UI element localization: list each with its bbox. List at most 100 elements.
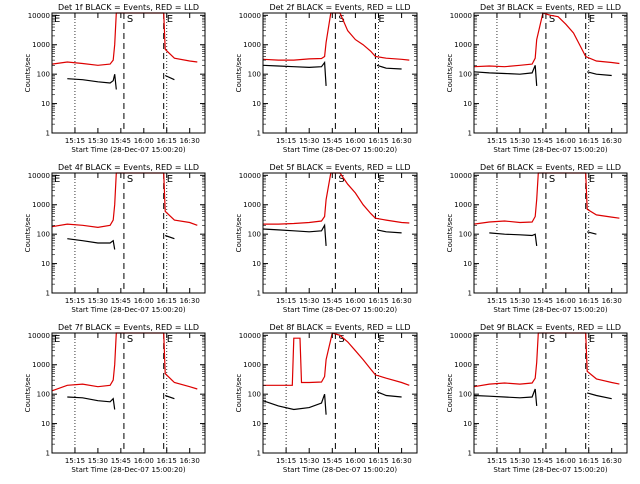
x-tick-label: 16:00 bbox=[345, 457, 365, 465]
x-tick-label: 15:15 bbox=[276, 137, 296, 145]
y-tick-label: 10 bbox=[41, 420, 50, 428]
x-tick-label: 16:30 bbox=[602, 297, 622, 305]
panel-title: Det 6f BLACK = Events, RED = LLD bbox=[480, 163, 621, 172]
x-tick-label: 16:30 bbox=[392, 137, 412, 145]
marker-label: S bbox=[549, 174, 555, 185]
x-tick-label: 16:30 bbox=[180, 137, 200, 145]
y-tick-label: 10 bbox=[41, 100, 50, 108]
events-series-line bbox=[262, 60, 402, 86]
panel-2: Det 2f BLACK = Events, RED = LLD S E 1 10 100… bbox=[235, 3, 418, 154]
lld-series-line bbox=[473, 12, 620, 68]
plot-frame bbox=[473, 172, 628, 294]
x-tick-label: 15:30 bbox=[88, 297, 108, 305]
panel-7: Det 7f BLACK = Events, RED = LLD E S E 1 10 10… bbox=[24, 323, 206, 474]
x-axis-label: Start Time (28-Dec-07 15:00:20) bbox=[71, 466, 185, 474]
panel-4: Det 4f BLACK = Events, RED = LLD E S E 1 10 10… bbox=[24, 163, 206, 314]
y-tick-label: 10000 bbox=[28, 12, 50, 20]
marker-label: E bbox=[378, 14, 384, 25]
plot-frame bbox=[51, 172, 206, 294]
marker-label: S bbox=[338, 14, 344, 25]
marker-label: E bbox=[54, 14, 60, 25]
y-tick-label: 1000 bbox=[32, 41, 50, 49]
y-tick-label: 1 bbox=[468, 450, 472, 458]
lld-series-line bbox=[262, 12, 410, 61]
events-series-line bbox=[67, 234, 175, 250]
y-tick-label: 100 bbox=[248, 71, 261, 79]
y-tick-label: 1000 bbox=[454, 41, 472, 49]
x-tick-label: 15:30 bbox=[510, 457, 530, 465]
lld-series-line bbox=[263, 172, 410, 225]
events-series-line bbox=[473, 65, 612, 86]
y-axis-label: Counts/sec bbox=[24, 54, 32, 93]
x-tick-label: 15:30 bbox=[299, 137, 319, 145]
x-tick-label: 15:45 bbox=[322, 137, 342, 145]
y-tick-label: 10000 bbox=[450, 332, 472, 340]
x-axis-label: Start Time (28-Dec-07 15:00:20) bbox=[493, 146, 607, 154]
lld-series-line bbox=[263, 332, 410, 386]
y-tick-label: 10 bbox=[463, 420, 472, 428]
x-axis-label: Start Time (28-Dec-07 15:00:20) bbox=[283, 146, 397, 154]
y-tick-label: 1000 bbox=[32, 201, 50, 209]
x-axis-label: Start Time (28-Dec-07 15:00:20) bbox=[283, 306, 397, 314]
x-tick-label: 16:15 bbox=[579, 297, 599, 305]
x-tick-label: 15:15 bbox=[276, 297, 296, 305]
y-tick-label: 10 bbox=[252, 260, 261, 268]
y-tick-label: 100 bbox=[37, 391, 50, 399]
x-tick-label: 15:15 bbox=[276, 457, 296, 465]
x-tick-label: 16:00 bbox=[134, 137, 154, 145]
x-tick-label: 16:15 bbox=[579, 137, 599, 145]
x-tick-label: 15:45 bbox=[533, 137, 553, 145]
x-axis-label: Start Time (28-Dec-07 15:00:20) bbox=[71, 306, 185, 314]
x-tick-label: 15:15 bbox=[65, 457, 85, 465]
y-tick-label: 10000 bbox=[239, 172, 261, 180]
panel-title: Det 7f BLACK = Events, RED = LLD bbox=[58, 323, 199, 332]
x-tick-label: 16:15 bbox=[157, 137, 177, 145]
x-tick-label: 15:45 bbox=[111, 137, 131, 145]
x-tick-label: 16:15 bbox=[157, 297, 177, 305]
marker-label: S bbox=[338, 334, 344, 345]
panel-title: Det 9f BLACK = Events, RED = LLD bbox=[480, 323, 621, 332]
y-tick-label: 10 bbox=[252, 420, 261, 428]
y-tick-label: 100 bbox=[248, 391, 261, 399]
x-tick-label: 16:00 bbox=[556, 297, 576, 305]
panel-9: Det 9f BLACK = Events, RED = LLD S E 1 10 100… bbox=[446, 323, 628, 474]
events-series-line bbox=[67, 394, 175, 410]
y-axis-label: Counts/sec bbox=[446, 214, 454, 253]
events-series-line bbox=[473, 388, 612, 406]
y-tick-label: 1 bbox=[468, 130, 472, 138]
y-axis-label: Counts/sec bbox=[235, 214, 243, 253]
lld-series-line bbox=[51, 332, 198, 392]
y-tick-label: 1000 bbox=[243, 201, 261, 209]
x-tick-label: 15:45 bbox=[322, 457, 342, 465]
x-tick-label: 16:00 bbox=[556, 137, 576, 145]
x-tick-label: 15:30 bbox=[510, 137, 530, 145]
marker-label: E bbox=[378, 334, 384, 345]
y-tick-label: 1 bbox=[46, 130, 50, 138]
panel-title: Det 4f BLACK = Events, RED = LLD bbox=[58, 163, 199, 172]
y-tick-label: 1 bbox=[257, 290, 261, 298]
marker-label: E bbox=[167, 334, 173, 345]
lld-series-line bbox=[51, 12, 198, 66]
events-series-line bbox=[262, 391, 402, 415]
y-tick-label: 1000 bbox=[454, 201, 472, 209]
panel-3: Det 3f BLACK = Events, RED = LLD S E 1 10 100… bbox=[446, 3, 628, 154]
panel-title: Det 8f BLACK = Events, RED = LLD bbox=[269, 323, 410, 332]
x-tick-label: 16:15 bbox=[368, 137, 388, 145]
x-tick-label: 15:15 bbox=[65, 297, 85, 305]
x-tick-label: 16:30 bbox=[180, 297, 200, 305]
marker-label: E bbox=[167, 14, 173, 25]
marker-label: E bbox=[378, 174, 384, 185]
marker-label: E bbox=[589, 334, 595, 345]
plot-frame bbox=[262, 172, 418, 294]
x-tick-label: 16:30 bbox=[392, 457, 412, 465]
y-axis-label: Counts/sec bbox=[446, 374, 454, 413]
x-tick-label: 16:00 bbox=[345, 137, 365, 145]
marker-label: E bbox=[589, 14, 595, 25]
x-tick-label: 15:45 bbox=[533, 297, 553, 305]
y-tick-label: 1000 bbox=[243, 361, 261, 369]
lld-series-line bbox=[51, 172, 198, 229]
plot-frame bbox=[262, 332, 418, 454]
y-tick-label: 100 bbox=[459, 391, 472, 399]
x-tick-label: 16:30 bbox=[392, 297, 412, 305]
